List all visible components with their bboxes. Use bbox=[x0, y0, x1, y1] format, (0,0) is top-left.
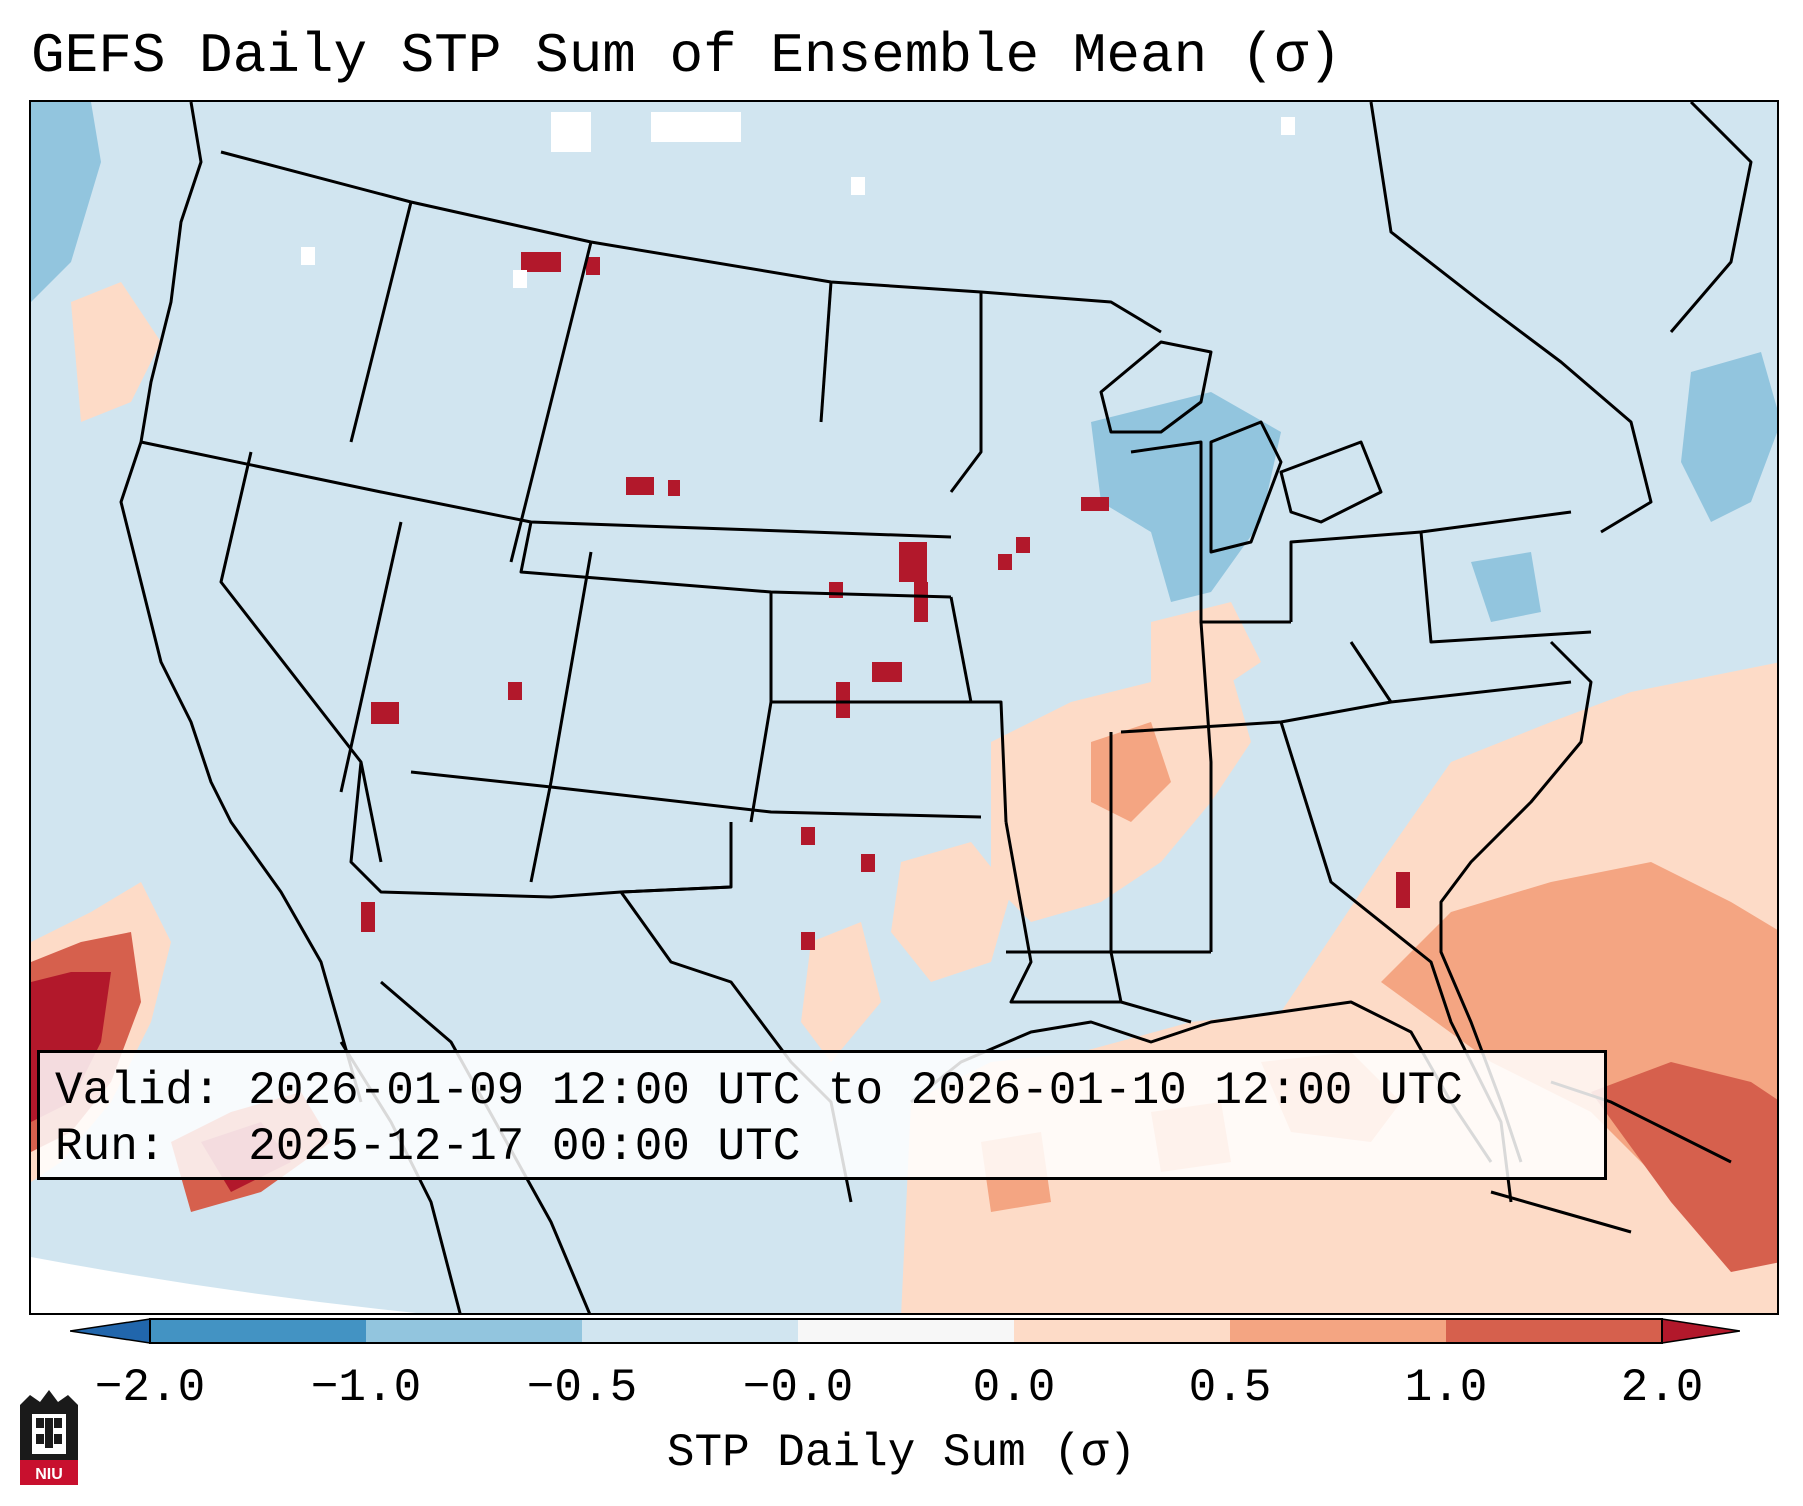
colorbar-label: STP Daily Sum (σ) bbox=[666, 1427, 1137, 1479]
projection-edge-left bbox=[31, 1257, 417, 1313]
tick-label: 1.0 bbox=[1404, 1362, 1488, 1414]
tick-label: −0.0 bbox=[742, 1362, 854, 1414]
run-time-line: Run: 2025-12-17 00:00 UTC bbox=[55, 1121, 801, 1173]
colorbar bbox=[70, 1318, 1740, 1344]
tick-label: 0.0 bbox=[972, 1362, 1056, 1414]
colorbar-bin-2 bbox=[366, 1319, 582, 1343]
tick-label: 2.0 bbox=[1620, 1362, 1704, 1414]
colorbar-bin-4 bbox=[798, 1319, 1014, 1343]
colorbar-outline bbox=[149, 1318, 1663, 1344]
tick-label: −2.0 bbox=[94, 1362, 206, 1414]
colorbar-extend-high bbox=[1661, 1318, 1740, 1344]
niu-logo: NIU bbox=[20, 1390, 78, 1485]
tick-label: −0.5 bbox=[526, 1362, 638, 1414]
chart-title: GEFS Daily STP Sum of Ensemble Mean (σ) bbox=[31, 24, 1342, 88]
valid-run-info-box: Valid: 2026-01-09 12:00 UTC to 2026-01-1… bbox=[37, 1050, 1607, 1180]
colorbar-bin-3 bbox=[582, 1319, 798, 1343]
stp-max-pixels bbox=[361, 252, 1410, 950]
logo-text: NIU bbox=[35, 1466, 63, 1483]
stp-negative-areas bbox=[31, 102, 1777, 622]
colorbar-bin-7 bbox=[1446, 1319, 1662, 1343]
colorbar-extend-low bbox=[70, 1318, 151, 1344]
stp-positive-southeast bbox=[801, 602, 1261, 1062]
colorbar-bin-6 bbox=[1230, 1319, 1446, 1343]
colorbar-bin-1 bbox=[150, 1319, 366, 1343]
valid-time-line: Valid: 2026-01-09 12:00 UTC to 2026-01-1… bbox=[55, 1065, 1463, 1117]
tick-label: −1.0 bbox=[310, 1362, 422, 1414]
colorbar-ticks: −2.0 −1.0 −0.5 −0.0 0.0 0.5 1.0 2.0 bbox=[0, 1360, 1803, 1420]
near-zero-pixels bbox=[301, 112, 1295, 288]
tick-label: 0.5 bbox=[1188, 1362, 1272, 1414]
colorbar-bin-5 bbox=[1014, 1319, 1230, 1343]
